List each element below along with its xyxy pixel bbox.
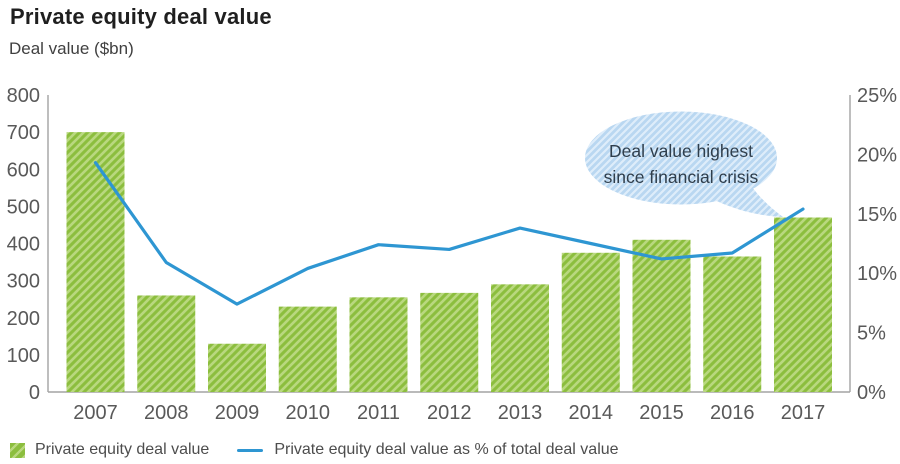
bar-2007: [66, 132, 125, 392]
x-tick-2017: 2017: [781, 402, 826, 424]
left-tick-300: 300: [7, 271, 40, 293]
x-tick-2014: 2014: [569, 402, 614, 424]
bar-2013: [491, 284, 549, 392]
right-tick-15: 15%: [857, 204, 897, 226]
left-tick-800: 800: [7, 85, 40, 107]
left-tick-0: 0: [29, 382, 40, 404]
bar-2010: [278, 306, 337, 392]
left-tick-400: 400: [7, 234, 40, 256]
legend-item-line: Private equity deal value as % of total …: [237, 441, 619, 459]
bar-series: [66, 132, 832, 392]
bubble-tail: [706, 173, 783, 217]
left-tick-200: 200: [7, 308, 40, 330]
line-series: [93, 161, 805, 306]
chart-title: Private equity deal value: [10, 4, 272, 29]
bar-2008: [137, 295, 196, 392]
bar-2016: [703, 256, 762, 392]
legend-line-label: Private equity deal value as % of total …: [274, 441, 619, 458]
bubble-text-line2: since financial crisis: [604, 167, 759, 187]
bar-swatch-icon: [10, 442, 25, 458]
bar-2015: [632, 239, 691, 392]
bar-2011: [349, 297, 408, 392]
x-tick-2008: 2008: [144, 402, 189, 424]
bubble-text-line1: Deal value highest: [609, 141, 753, 161]
x-tick-2015: 2015: [639, 402, 684, 424]
right-tick-5: 5%: [857, 323, 886, 345]
x-tick-2011: 2011: [357, 402, 400, 424]
right-tick-25: 25%: [857, 85, 897, 107]
bar-2014: [561, 252, 620, 392]
bar-2012: [420, 292, 479, 392]
annotation-bubble: Deal value highest since financial crisi…: [585, 111, 783, 217]
x-tick-2016: 2016: [710, 402, 755, 424]
x-tick-2013: 2013: [498, 402, 543, 424]
right-axis-tick-labels: 0% 5% 10% 15% 20% 25%: [857, 85, 897, 404]
x-tick-2009: 2009: [215, 402, 260, 424]
bar-2017: [774, 217, 832, 392]
line-swatch-icon: [237, 448, 264, 452]
legend-bar-label: Private equity deal value: [35, 441, 210, 458]
left-tick-100: 100: [7, 345, 40, 367]
left-tick-500: 500: [7, 196, 40, 218]
left-axis-tick-labels: 0 100 200 300 400 500 600 700 800: [7, 85, 40, 404]
x-axis-year-labels: 2007 2008 2009 2010 2011 2012 2013 2014 2015 2016…: [73, 402, 825, 424]
right-tick-0: 0%: [857, 382, 886, 404]
x-tick-2007: 2007: [73, 402, 118, 424]
x-tick-2010: 2010: [286, 402, 331, 424]
left-tick-700: 700: [7, 122, 40, 144]
bar-2009: [208, 343, 266, 392]
left-tick-600: 600: [7, 159, 40, 181]
bubble-ellipse: [585, 111, 777, 205]
x-tick-2012: 2012: [427, 402, 472, 424]
right-tick-20: 20%: [857, 144, 897, 166]
legend-item-bars: Private equity deal value: [10, 441, 209, 459]
legend: Private equity deal value Private equity…: [10, 441, 619, 459]
right-tick-10: 10%: [857, 263, 897, 285]
left-axis-title: Deal value ($bn): [9, 39, 134, 58]
